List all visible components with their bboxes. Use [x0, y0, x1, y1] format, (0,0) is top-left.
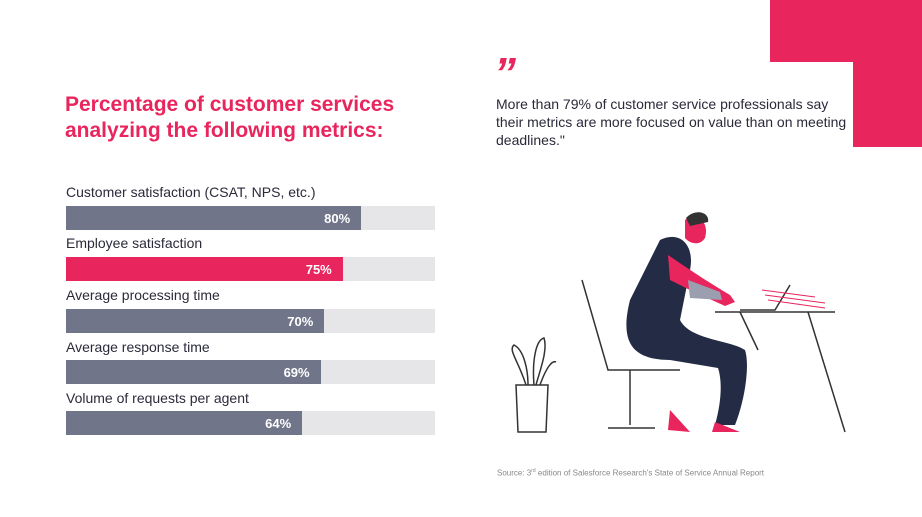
category-label: Average processing time	[66, 287, 220, 303]
bar: 75%	[66, 257, 343, 281]
bar-track: 70%	[66, 309, 435, 333]
data-label: 64%	[265, 416, 292, 431]
bar: 69%	[66, 360, 321, 384]
source-prefix: Source: 3	[497, 468, 532, 478]
category-label: Customer satisfaction (CSAT, NPS, etc.)	[66, 184, 316, 200]
person-figure	[626, 212, 747, 432]
bar-track: 80%	[66, 206, 435, 230]
decorative-pink-block	[853, 62, 922, 147]
chart-title: Percentage of customer services analyzin…	[65, 93, 395, 142]
data-label: 75%	[305, 262, 332, 277]
bar-track: 75%	[66, 257, 435, 281]
bar: 70%	[66, 309, 325, 333]
quote-text: More than 79% of customer service profes…	[496, 96, 847, 148]
decorative-pink-block	[770, 0, 922, 62]
plant-icon	[511, 337, 557, 433]
bar-track: 69%	[66, 360, 435, 384]
chair-icon	[581, 279, 680, 429]
data-label: 70%	[287, 314, 314, 329]
category-label: Average response time	[66, 339, 210, 355]
desk-icon	[715, 311, 846, 433]
bar: 64%	[66, 411, 303, 435]
source-suffix: edition of Salesforce Research's State o…	[535, 468, 765, 478]
laptop-icon	[740, 284, 826, 311]
data-label: 69%	[283, 365, 310, 380]
bar: 80%	[66, 206, 362, 230]
source-sup: rd	[531, 468, 536, 474]
bar-track: 64%	[66, 411, 435, 435]
data-label: 80%	[324, 211, 351, 226]
category-label: Employee satisfaction	[66, 235, 203, 251]
person-at-desk-illustration	[511, 212, 846, 433]
quote-mark-icon: ”	[494, 49, 516, 98]
category-label: Volume of requests per agent	[66, 390, 249, 406]
source-note: Source: 3rd edition of Salesforce Resear…	[497, 468, 764, 478]
